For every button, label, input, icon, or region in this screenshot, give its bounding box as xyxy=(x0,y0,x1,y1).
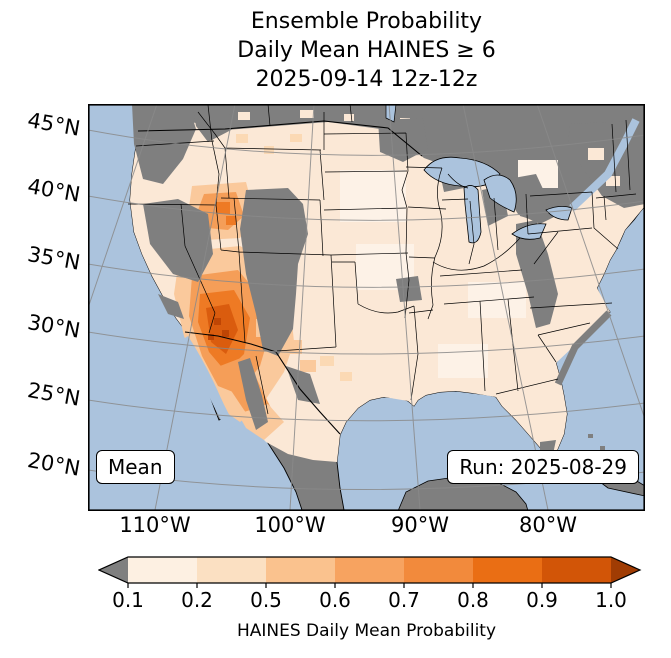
lon-label-100w: 100°W xyxy=(254,513,326,537)
st-lawrence-river xyxy=(569,118,640,211)
colorbar-segment xyxy=(128,557,197,583)
us-canada-border xyxy=(137,120,423,157)
lon-label-90w: 90°W xyxy=(391,513,449,537)
map-frame xyxy=(88,104,646,511)
colorbar-tick-label: 0.7 xyxy=(388,588,420,612)
title-line-3: 2025-09-14 12z-12z xyxy=(255,67,478,92)
colorbar-caption: HAINES Daily Mean Probability xyxy=(236,621,497,641)
colorbar-tick-label: 0.2 xyxy=(181,588,213,612)
lat-label-45n: 45°N xyxy=(25,107,83,141)
colorbar-tick-label: 0.1 xyxy=(112,588,144,612)
map-canvas xyxy=(87,103,646,512)
title-line-1: Ensemble Probability xyxy=(250,9,483,34)
new-england-prob-cells xyxy=(588,148,620,186)
colorbar-tick-label: 0.8 xyxy=(457,588,489,612)
colorbar-over-arrow xyxy=(611,557,640,583)
lat-label-35n: 35°N xyxy=(25,241,83,275)
great-lakes xyxy=(423,156,573,244)
colorbar xyxy=(98,556,642,588)
colorbar-segment xyxy=(473,557,542,583)
map-axes: Mean Run: 2025-08-29 xyxy=(87,103,646,512)
lat-label-25n: 25°N xyxy=(25,377,83,411)
lat-label-30n: 30°N xyxy=(25,309,83,343)
colorbar-tick-label: 0.9 xyxy=(526,588,558,612)
lat-label-40n: 40°N xyxy=(25,173,83,207)
stat-method-badge: Mean xyxy=(96,450,175,484)
run-date-badge: Run: 2025-08-29 xyxy=(447,450,639,484)
lon-label-80w: 80°W xyxy=(519,513,577,537)
gulf-of-california xyxy=(182,336,236,430)
colorbar-segment xyxy=(404,557,473,583)
colorbar-tick-label: 0.6 xyxy=(319,588,351,612)
colorbar-segment xyxy=(335,557,404,583)
state-borders xyxy=(127,103,637,415)
colorbar-under-arrow xyxy=(99,557,128,583)
colorbar-segment xyxy=(266,557,335,583)
bahamas xyxy=(588,434,605,450)
lat-label-20n: 20°N xyxy=(25,447,83,481)
colorbar-segment xyxy=(542,557,611,583)
lon-label-110w: 110°W xyxy=(119,513,191,537)
colorbar-tick-label: 1.0 xyxy=(595,588,627,612)
colorbar-ticks xyxy=(127,583,612,588)
colorbar-segment xyxy=(197,557,266,583)
title-line-2: Daily Mean HAINES ≥ 6 xyxy=(237,38,496,63)
colorbar-tick-label: 0.5 xyxy=(250,588,282,612)
